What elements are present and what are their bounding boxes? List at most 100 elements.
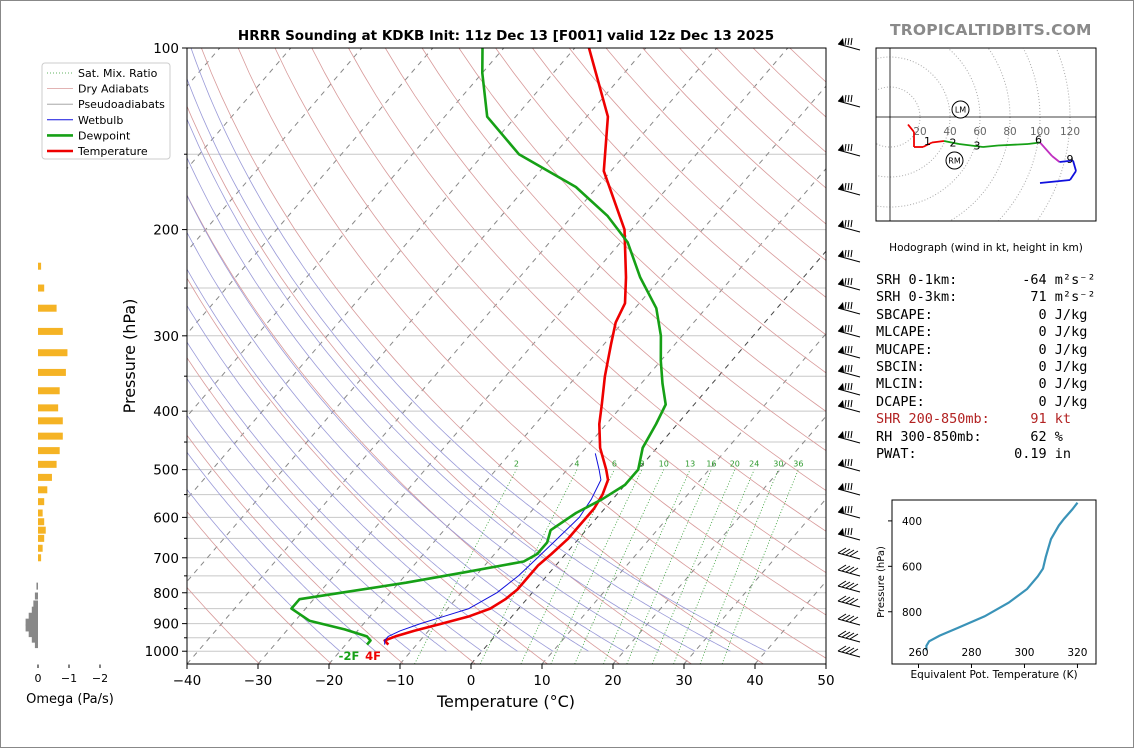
omega-bar (31, 635, 38, 643)
wind-barb (837, 580, 861, 593)
barb-feather (850, 458, 853, 467)
barb-flag (838, 95, 844, 102)
mixing-ratio-line (673, 469, 755, 664)
mixing-ratio-label: 6 (612, 460, 617, 469)
barb-staff (837, 149, 861, 157)
barb-feather (847, 143, 850, 152)
barb-staff (837, 600, 861, 608)
wind-barb (837, 482, 861, 496)
barb-feather (844, 277, 847, 286)
barb-staff (837, 635, 861, 643)
moist-adiabat (187, 77, 731, 652)
parameter-row: PWAT: 0.19 in (876, 445, 1072, 462)
dry-adiabat (187, 586, 260, 664)
barb-feather (845, 615, 855, 622)
x-tick-label: −20 (315, 673, 344, 689)
legend-label: Wetbulb (78, 114, 123, 127)
barb-staff (837, 188, 861, 196)
skewt-axes: −40 −30 −20 −10 0 10 20 30 40 50 100 200 300 400 500 60… (145, 41, 835, 689)
dry-adiabat (187, 510, 332, 664)
mixing-ratio-label: 2 (514, 460, 519, 469)
parameter-row: SRH 0-1km: -64 m²s⁻² (876, 272, 1096, 288)
hodograph-height-label: 6 (1035, 134, 1042, 147)
omega-bar (25, 618, 38, 626)
omega-bar (33, 600, 38, 608)
chart-title: HRRR Sounding at KDKB Init: 11z Dec 13 [… (238, 28, 774, 44)
dry-adiabat (237, 48, 826, 659)
barb-feather (845, 566, 855, 573)
hodograph-segment (1069, 170, 1077, 181)
hodograph-height-label: 1 (924, 135, 931, 148)
barb-flag (838, 302, 844, 309)
y-tick-label: 800 (153, 586, 179, 602)
parameter-row: SBCIN: 0 J/kg (876, 358, 1088, 375)
x-tick-label: 50 (817, 673, 834, 689)
y-tick-label: 600 (153, 510, 179, 526)
barb-feather (841, 631, 851, 638)
y-tick-label: 200 (153, 223, 179, 239)
barb-feather (847, 249, 850, 258)
mixing-ratio-line (574, 469, 665, 664)
barb-staff (837, 100, 861, 108)
barb-staff (837, 569, 861, 577)
moist-adiabat (187, 378, 447, 652)
barb-staff (837, 552, 861, 560)
theta-e-x-tick-label: 300 (1014, 647, 1034, 659)
wind-barb (837, 277, 861, 291)
barb-feather (837, 580, 847, 587)
wind-barb (837, 219, 861, 233)
x-tick-label: −10 (386, 673, 415, 689)
barb-feather (850, 399, 853, 408)
wind-barb (837, 182, 861, 196)
moist-adiabat (190, 48, 767, 652)
parameter-row: SHR 200-850mb: 91 kt (876, 411, 1072, 428)
y-tick-label: 1000 (145, 644, 179, 660)
omega-bar (28, 630, 38, 638)
barb-feather (844, 458, 847, 467)
barb-feather (845, 632, 855, 639)
barb-feather (849, 550, 859, 557)
mixing-ratio-label: 4 (574, 460, 579, 469)
surface-temperature-label: 4F (365, 649, 381, 663)
legend-box (41, 62, 171, 160)
storm-motion-marker (951, 100, 970, 119)
barb-feather (850, 482, 853, 491)
mixing-ratio-label: 24 (749, 460, 759, 469)
hodograph-ring-label: 120 (1060, 126, 1080, 138)
barb-feather (850, 527, 853, 536)
y-tick-label: 900 (153, 617, 179, 633)
x-axis-label: Temperature (°C) (436, 692, 575, 711)
hodograph-ring-label: 100 (1030, 126, 1050, 138)
omega-bar (38, 554, 42, 562)
barb-feather (850, 94, 853, 103)
barb-staff (837, 330, 861, 338)
barb-staff (837, 43, 861, 51)
barb-feather (850, 277, 853, 286)
dry-adiabat (274, 48, 826, 616)
barb-feather (849, 583, 859, 590)
barb-feather (847, 399, 850, 408)
wind-barbs (837, 37, 861, 658)
barb-feather (850, 364, 853, 373)
barb-feather (847, 482, 850, 491)
barb-feather (841, 614, 851, 621)
barb-feather (847, 430, 850, 439)
hodograph-segment (1059, 159, 1074, 163)
theta-e-y-tick-label: 600 (902, 561, 922, 573)
legend-label: Temperature (77, 145, 148, 158)
barb-feather (841, 565, 851, 572)
barb-flag (838, 325, 844, 332)
parameter-row: SRH 0-3km: 71 m²s⁻² (876, 289, 1096, 306)
mixing-ratio-line (699, 469, 779, 664)
parameter-row: RH 300-850mb: 62 % (876, 428, 1063, 445)
barb-staff (837, 255, 861, 263)
barb-feather (837, 564, 847, 571)
omega-bar (25, 624, 38, 632)
barb-flag (838, 183, 844, 190)
hodograph-ring-label: 40 (943, 126, 956, 138)
wind-barb (837, 458, 861, 472)
storm-motion-marker (945, 151, 964, 170)
hodograph-height-label: 3 (974, 140, 981, 153)
isotherm-line (187, 48, 718, 664)
